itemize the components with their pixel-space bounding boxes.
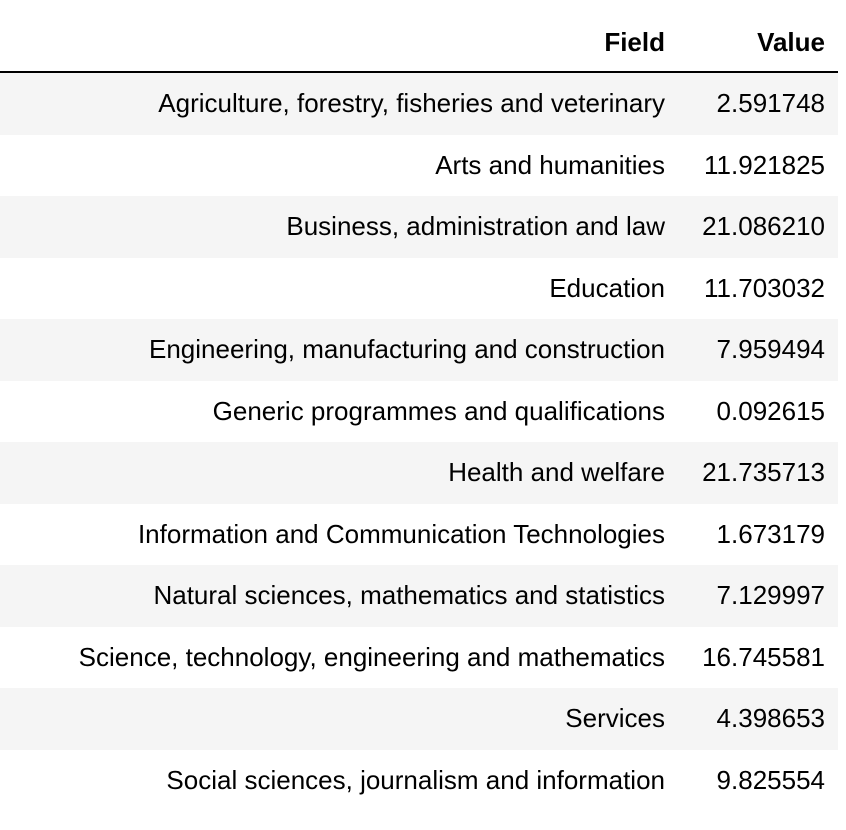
field-cell: Education [549, 272, 665, 303]
value-cell: 4.398653 [716, 703, 825, 734]
table-row: Science, technology, engineering and mat… [0, 626, 838, 688]
table-row: Business, administration and law 21.08621… [0, 196, 838, 258]
value-cell: 21.086210 [702, 211, 825, 242]
table-row: Health and welfare 21.735713 [0, 442, 838, 504]
field-cell: Generic programmes and qualifications [212, 395, 665, 426]
value-cell: 1.673179 [716, 518, 825, 549]
table-row: Services 4.398653 [0, 688, 838, 750]
data-table: Field Value Agriculture, forestry, fishe… [0, 14, 838, 811]
table-row: Natural sciences, mathematics and statis… [0, 565, 838, 627]
value-cell: 2.591748 [716, 88, 825, 119]
field-cell: Social sciences, journalism and informat… [166, 764, 665, 795]
table-row: Agriculture, forestry, fisheries and vet… [0, 73, 838, 135]
field-cell: Health and welfare [448, 457, 665, 488]
table-row: Generic programmes and qualifications 0.0… [0, 380, 838, 442]
field-cell: Business, administration and law [286, 211, 665, 242]
table-row: Information and Communication Technologi… [0, 503, 838, 565]
value-cell: 16.745581 [702, 641, 825, 672]
value-cell: 0.092615 [716, 395, 825, 426]
field-cell: Agriculture, forestry, fisheries and vet… [158, 88, 665, 119]
field-cell: Information and Communication Technologi… [137, 518, 665, 549]
table-row: Engineering, manufacturing and construct… [0, 319, 838, 381]
field-cell: Arts and humanities [435, 149, 665, 180]
column-header-field: Field [604, 27, 665, 57]
value-cell: 11.921825 [704, 149, 825, 180]
field-cell: Natural sciences, mathematics and statis… [153, 580, 665, 611]
table-row: Social sciences, journalism and informat… [0, 749, 838, 811]
value-cell: 7.959494 [716, 334, 825, 365]
value-cell: 9.825554 [716, 764, 825, 795]
field-cell: Engineering, manufacturing and construct… [149, 334, 665, 365]
value-cell: 21.735713 [702, 457, 825, 488]
table-row: Education 11.703032 [0, 257, 838, 319]
table-header: Field Value [0, 14, 838, 73]
field-cell: Science, technology, engineering and mat… [78, 641, 665, 672]
field-cell: Services [565, 703, 665, 734]
table-row: Arts and humanities 11.921825 [0, 134, 838, 196]
value-cell: 7.129997 [716, 580, 825, 611]
value-cell: 11.703032 [704, 272, 825, 303]
table-body: Agriculture, forestry, fisheries and vet… [0, 73, 838, 811]
column-header-value: Value [757, 27, 825, 57]
